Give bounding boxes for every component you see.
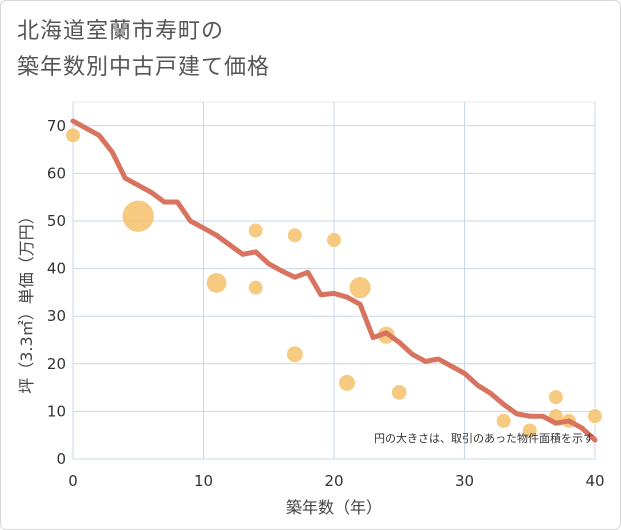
data-bubble	[286, 346, 303, 363]
data-bubble	[248, 223, 263, 238]
chart-title-line2: 築年数別中古戸建て価格	[17, 55, 271, 80]
data-bubble	[339, 374, 356, 391]
x-tick-label: 10	[194, 472, 213, 490]
x-axis-title: 築年数（年）	[286, 498, 382, 517]
y-tick-label: 10	[47, 402, 66, 420]
data-bubble	[248, 280, 263, 295]
x-tick-label: 0	[68, 472, 78, 490]
data-bubble	[206, 272, 227, 293]
trend-line	[70, 118, 598, 443]
axis-ticks: 0 10 20 30 40 0 10 20 30 40 50 60 70	[47, 117, 605, 490]
y-tick-label: 60	[47, 164, 66, 182]
bubble-series	[66, 128, 602, 438]
x-tick-label: 30	[455, 472, 474, 490]
grid-lines	[72, 102, 596, 460]
y-tick-label: 40	[47, 260, 66, 278]
y-axis-title: 坪（3.3㎡）単価（万円）	[17, 208, 36, 393]
data-bubble	[122, 200, 154, 232]
y-tick-label: 50	[47, 212, 66, 230]
data-bubble	[588, 409, 602, 424]
data-bubble	[349, 277, 371, 299]
y-tick-label: 0	[56, 450, 66, 468]
y-tick-label: 70	[47, 117, 66, 135]
chart-title-line1: 北海道室蘭市寿町の	[17, 19, 225, 44]
trend-line-group	[70, 118, 598, 443]
data-bubble	[522, 423, 537, 438]
chart-title: 北海道室蘭市寿町の 築年数別中古戸建て価格	[17, 14, 270, 86]
axis-titles: 築年数（年） 坪（3.3㎡）単価（万円）	[17, 208, 382, 517]
y-tick-label: 20	[47, 355, 66, 373]
data-bubble	[327, 233, 341, 248]
data-bubble	[391, 385, 407, 400]
x-tick-label: 20	[324, 472, 343, 490]
data-bubble	[496, 413, 511, 428]
data-bubble	[66, 128, 80, 143]
data-bubble	[287, 228, 302, 243]
data-bubble	[548, 390, 563, 405]
bubble-size-note: 円の大きさは、取引のあった物件面積を示す	[374, 431, 594, 445]
x-tick-label: 40	[585, 472, 604, 490]
y-tick-label: 30	[47, 307, 66, 325]
